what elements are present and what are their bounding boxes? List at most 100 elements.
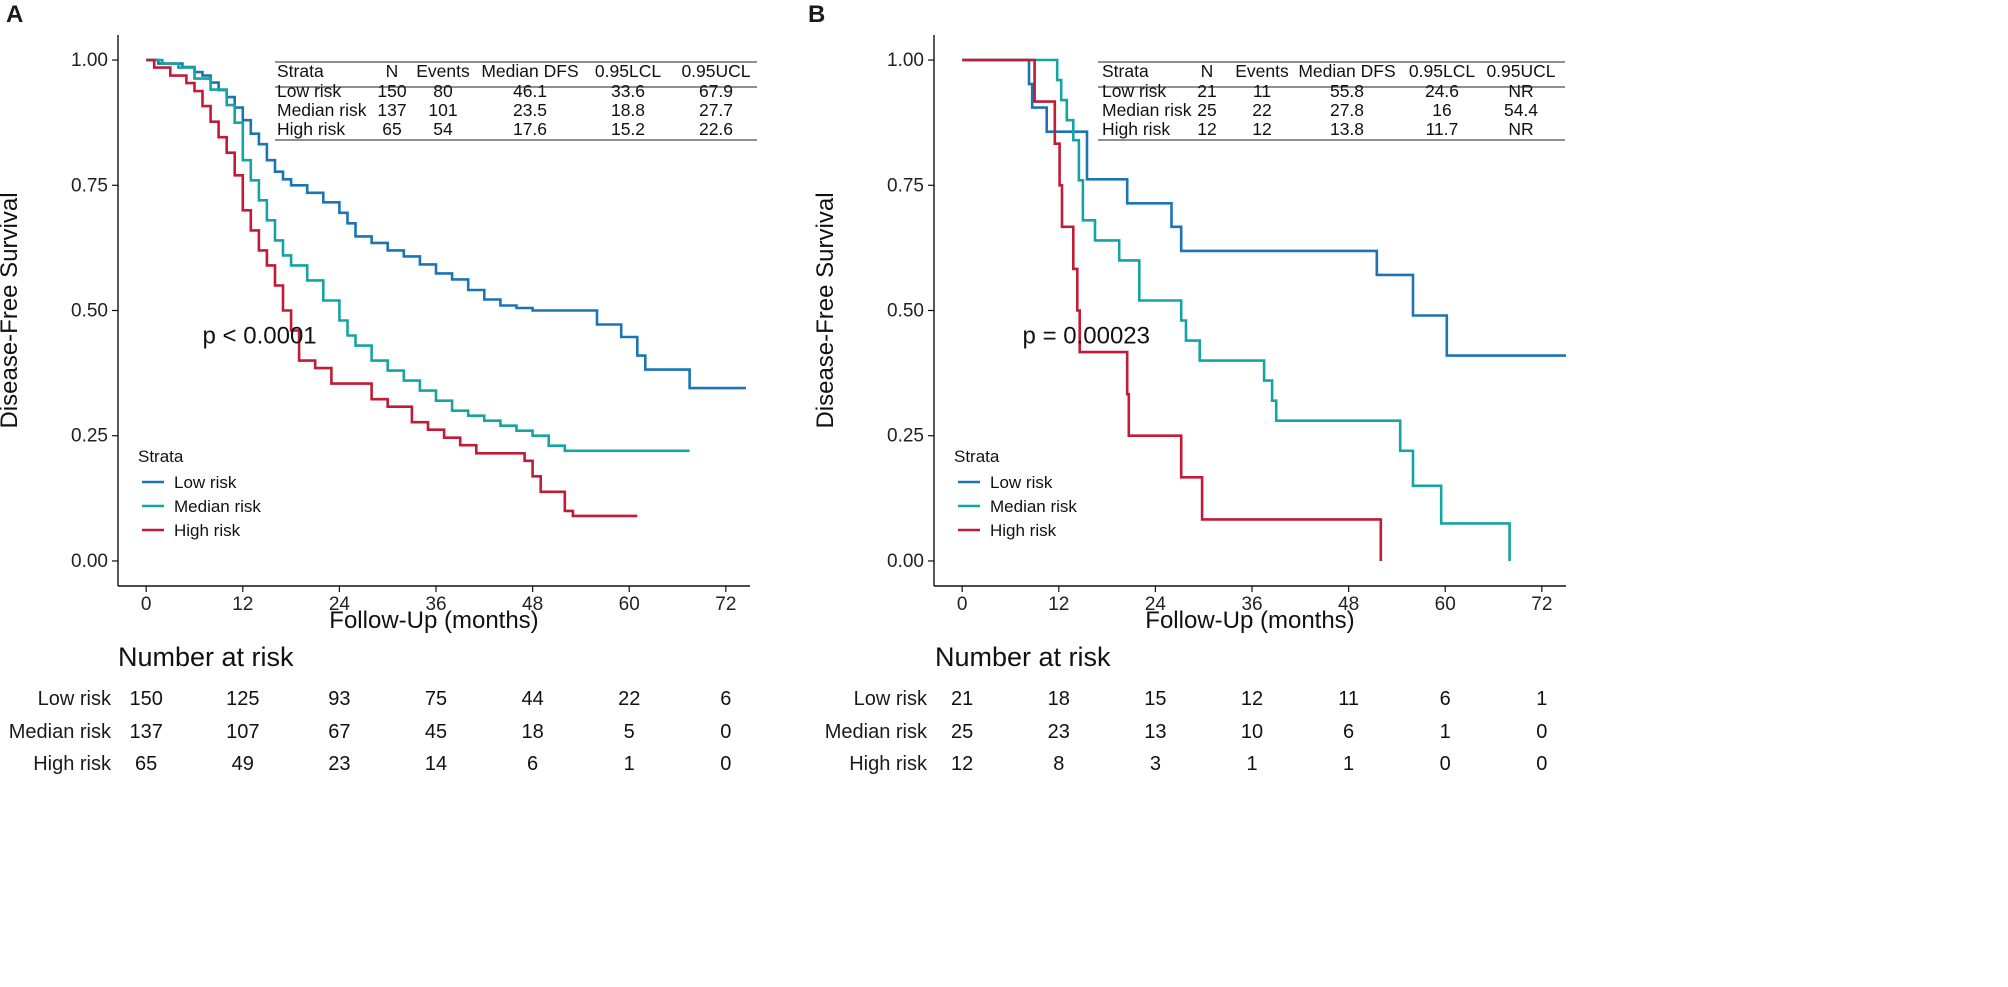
x-tick-label: 48 — [1338, 594, 1359, 615]
x-tick-label: 48 — [522, 594, 543, 615]
summary-table-cell: 18.8 — [611, 100, 645, 120]
risk-count: 22 — [618, 688, 640, 710]
x-tick-label: 24 — [1145, 594, 1167, 615]
y-tick-label: 0.00 — [71, 551, 108, 572]
risk-count: 1 — [1536, 688, 1547, 710]
summary-table-cell: 25 — [1197, 100, 1216, 120]
risk-count: 23 — [1048, 721, 1070, 743]
risk-row-label: Median risk — [825, 721, 928, 743]
summary-table-cell: NR — [1508, 119, 1533, 139]
risk-count: 75 — [425, 688, 447, 710]
risk-count: 21 — [951, 688, 973, 710]
x-tick-label: 72 — [715, 594, 736, 615]
risk-row-label: Median risk — [9, 721, 112, 743]
summary-table-cell: 17.6 — [513, 119, 547, 139]
risk-count: 1 — [624, 753, 635, 775]
summary-table-cell: 16 — [1432, 100, 1451, 120]
y-tick-label: 0.75 — [887, 175, 924, 196]
risk-count: 18 — [1048, 688, 1070, 710]
summary-table-header: N — [1201, 61, 1214, 81]
risk-count: 5 — [624, 721, 635, 743]
summary-table-cell: 15.2 — [611, 119, 645, 139]
x-tick-label: 72 — [1531, 594, 1552, 615]
risk-count: 93 — [328, 688, 350, 710]
risk-count: 0 — [720, 753, 731, 775]
summary-table-cell: Low risk — [277, 81, 341, 101]
summary-table-header: Strata — [277, 61, 324, 81]
risk-count: 18 — [521, 721, 543, 743]
risk-count: 49 — [232, 753, 254, 775]
km-curve-high-risk — [962, 58, 1383, 561]
risk-count: 23 — [328, 753, 350, 775]
risk-count: 12 — [951, 753, 973, 775]
x-axis-title: Follow-Up (months) — [1145, 607, 1354, 634]
y-tick-label: 0.00 — [887, 551, 924, 572]
x-tick-label: 0 — [141, 594, 152, 615]
risk-count: 1 — [1343, 753, 1354, 775]
summary-table-header: Strata — [1102, 61, 1149, 81]
x-tick-label: 36 — [425, 594, 446, 615]
summary-table-cell: Median risk — [277, 100, 367, 120]
y-tick-label: 1.00 — [71, 50, 108, 71]
summary-table-header: Median DFS — [1298, 61, 1395, 81]
risk-count: 3 — [1150, 753, 1161, 775]
summary-table-cell: 54 — [433, 119, 453, 139]
summary-table-header: Events — [416, 61, 470, 81]
p-value-label: p < 0.0001 — [203, 323, 317, 350]
risk-count: 25 — [951, 721, 973, 743]
summary-table-cell: 46.1 — [513, 81, 547, 101]
panel-b: B0.000.250.500.751.000 12 24 36 48 60 72Follow… — [808, 1, 1566, 775]
risk-table-title: Number at risk — [935, 642, 1111, 672]
legend-item: Low risk — [990, 473, 1053, 492]
summary-table-cell: NR — [1508, 81, 1533, 101]
risk-count: 13 — [1144, 721, 1166, 743]
summary-table-cell: 33.6 — [611, 81, 645, 101]
risk-count: 12 — [1241, 688, 1263, 710]
legend-item: Median risk — [174, 497, 261, 516]
y-axis-title: Disease-Free Survival — [0, 192, 23, 428]
km-curve-high-risk — [146, 58, 638, 518]
summary-table-cell: 101 — [428, 100, 457, 120]
summary-table-header: 0.95UCL — [681, 61, 750, 81]
x-tick-label: 60 — [619, 594, 640, 615]
x-tick-label: 12 — [1048, 594, 1069, 615]
risk-count: 15 — [1144, 688, 1166, 710]
summary-table-cell: 67.9 — [699, 81, 733, 101]
summary-table-header: 0.95UCL — [1486, 61, 1555, 81]
summary-table-cell: 12 — [1197, 119, 1216, 139]
risk-count: 6 — [720, 688, 731, 710]
panel-a: A0.000.250.500.751.000 12 24 36 48 60 72Follow… — [0, 1, 757, 775]
y-tick-label: 1.00 — [887, 50, 924, 71]
x-tick-label: 60 — [1435, 594, 1456, 615]
risk-count: 137 — [129, 721, 162, 743]
summary-table-cell: 22 — [1252, 100, 1271, 120]
risk-count: 150 — [129, 688, 162, 710]
legend-item: High risk — [990, 521, 1057, 540]
x-tick-label: 24 — [329, 594, 351, 615]
risk-count: 65 — [135, 753, 157, 775]
x-tick-label: 0 — [957, 594, 968, 615]
summary-table-cell: 12 — [1252, 119, 1271, 139]
legend-item: Low risk — [174, 473, 237, 492]
p-value-label: p = 0.00023 — [1023, 323, 1150, 350]
x-axis-title: Follow-Up (months) — [329, 607, 538, 634]
km-curve-median-risk — [962, 58, 1511, 561]
y-tick-label: 0.75 — [71, 175, 108, 196]
risk-count: 6 — [1440, 688, 1451, 710]
panel-label: A — [6, 1, 23, 28]
legend-item: High risk — [174, 521, 241, 540]
x-tick-label: 36 — [1241, 594, 1262, 615]
risk-count: 1 — [1440, 721, 1451, 743]
risk-count: 1 — [1246, 753, 1257, 775]
risk-count: 14 — [425, 753, 447, 775]
risk-count: 0 — [1536, 753, 1547, 775]
summary-table-cell: High risk — [1102, 119, 1170, 139]
legend-title: Strata — [954, 447, 1000, 466]
y-tick-label: 0.50 — [71, 301, 108, 322]
summary-table-cell: 150 — [377, 81, 406, 101]
risk-count: 0 — [1440, 753, 1451, 775]
summary-table-cell: 55.8 — [1330, 81, 1364, 101]
risk-row-label: High risk — [33, 753, 112, 775]
y-tick-label: 0.25 — [71, 426, 108, 447]
